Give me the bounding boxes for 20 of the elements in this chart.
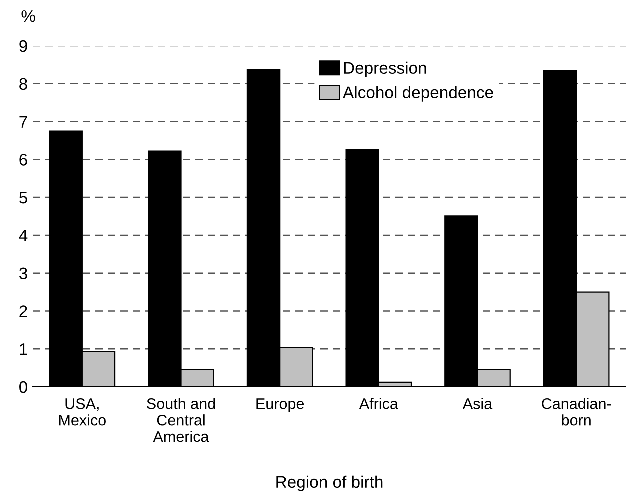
x-tick-label: Canadian- born bbox=[542, 398, 612, 426]
x-tick-label: South and Central America bbox=[147, 398, 216, 442]
y-tick-label: 8 bbox=[20, 78, 28, 90]
y-tick-label: 6 bbox=[20, 154, 28, 166]
x-tick-label: Europe bbox=[256, 398, 304, 412]
x-tick-label: USA, Mexico bbox=[59, 398, 106, 426]
y-tick-label: 2 bbox=[20, 306, 28, 318]
y-tick-label: 7 bbox=[20, 116, 28, 128]
legend-label: Depression bbox=[344, 62, 426, 78]
x-axis-title: Region of birth bbox=[276, 476, 383, 492]
y-tick-label: 4 bbox=[19, 230, 28, 242]
y-tick-label: 9 bbox=[20, 40, 28, 52]
y-tick-label: 3 bbox=[20, 268, 28, 280]
y-tick-label: 0 bbox=[20, 381, 28, 394]
y-tick-label: 5 bbox=[20, 192, 28, 204]
x-tick-label: Africa bbox=[359, 398, 398, 410]
y-tick-label: 1 bbox=[20, 344, 28, 356]
legend-label: Alcohol dependence bbox=[343, 86, 494, 102]
x-tick-label: Asia bbox=[462, 398, 493, 410]
y-axis-title: % bbox=[22, 10, 36, 22]
